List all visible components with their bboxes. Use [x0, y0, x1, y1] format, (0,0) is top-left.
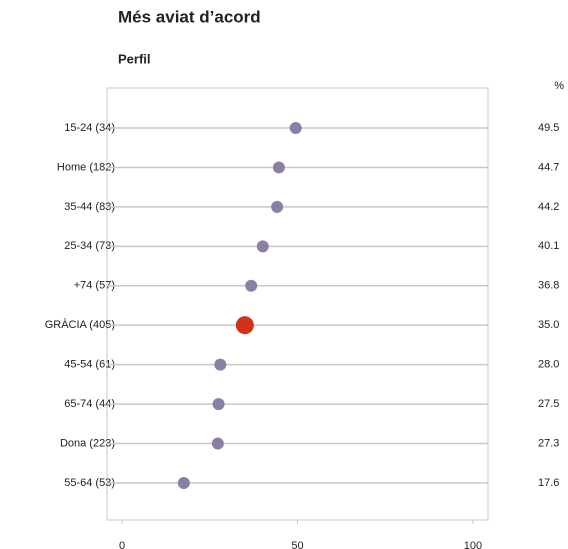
dot: [235, 316, 254, 335]
category-label: 55-64 (53): [64, 477, 115, 489]
value-label: 40.1: [538, 240, 559, 252]
dot: [256, 240, 269, 253]
value-label: 44.2: [538, 201, 559, 213]
plot-frame: [106, 87, 489, 521]
category-label: 25-34 (73): [64, 240, 115, 252]
category-label: +74 (57): [74, 280, 115, 292]
value-label-header: %: [554, 80, 564, 92]
value-label: 28.0: [538, 359, 559, 371]
dot: [245, 279, 258, 292]
dot: [212, 398, 225, 411]
value-label: 35.0: [538, 319, 559, 331]
category-label: GRÀCIA (405): [45, 318, 115, 331]
dot: [271, 200, 284, 213]
dot: [272, 161, 285, 174]
category-label: Dona (223): [60, 437, 115, 449]
category-label: Home (182): [57, 161, 115, 173]
category-label: 65-74 (44): [64, 398, 115, 410]
chart-subtitle: Perfil: [118, 51, 151, 66]
dot: [214, 358, 227, 371]
value-label: 17.6: [538, 477, 559, 489]
x-tick-label: 50: [291, 540, 303, 549]
category-label: 35-44 (83): [64, 201, 115, 213]
value-label: 36.8: [538, 280, 559, 292]
category-label: 15-24 (34): [64, 122, 115, 134]
value-label: 27.3: [538, 437, 559, 449]
dot: [289, 122, 302, 134]
dot: [211, 437, 224, 450]
x-tick-label: 0: [119, 540, 125, 549]
dot: [177, 477, 190, 489]
category-label: 45-54 (61): [64, 359, 115, 371]
value-label: 27.5: [538, 398, 559, 410]
x-tick-label: 100: [464, 540, 482, 549]
chart-title: Més aviat d’acord: [118, 7, 261, 26]
value-label: 44.7: [538, 161, 559, 173]
value-label: 49.5: [538, 122, 559, 134]
